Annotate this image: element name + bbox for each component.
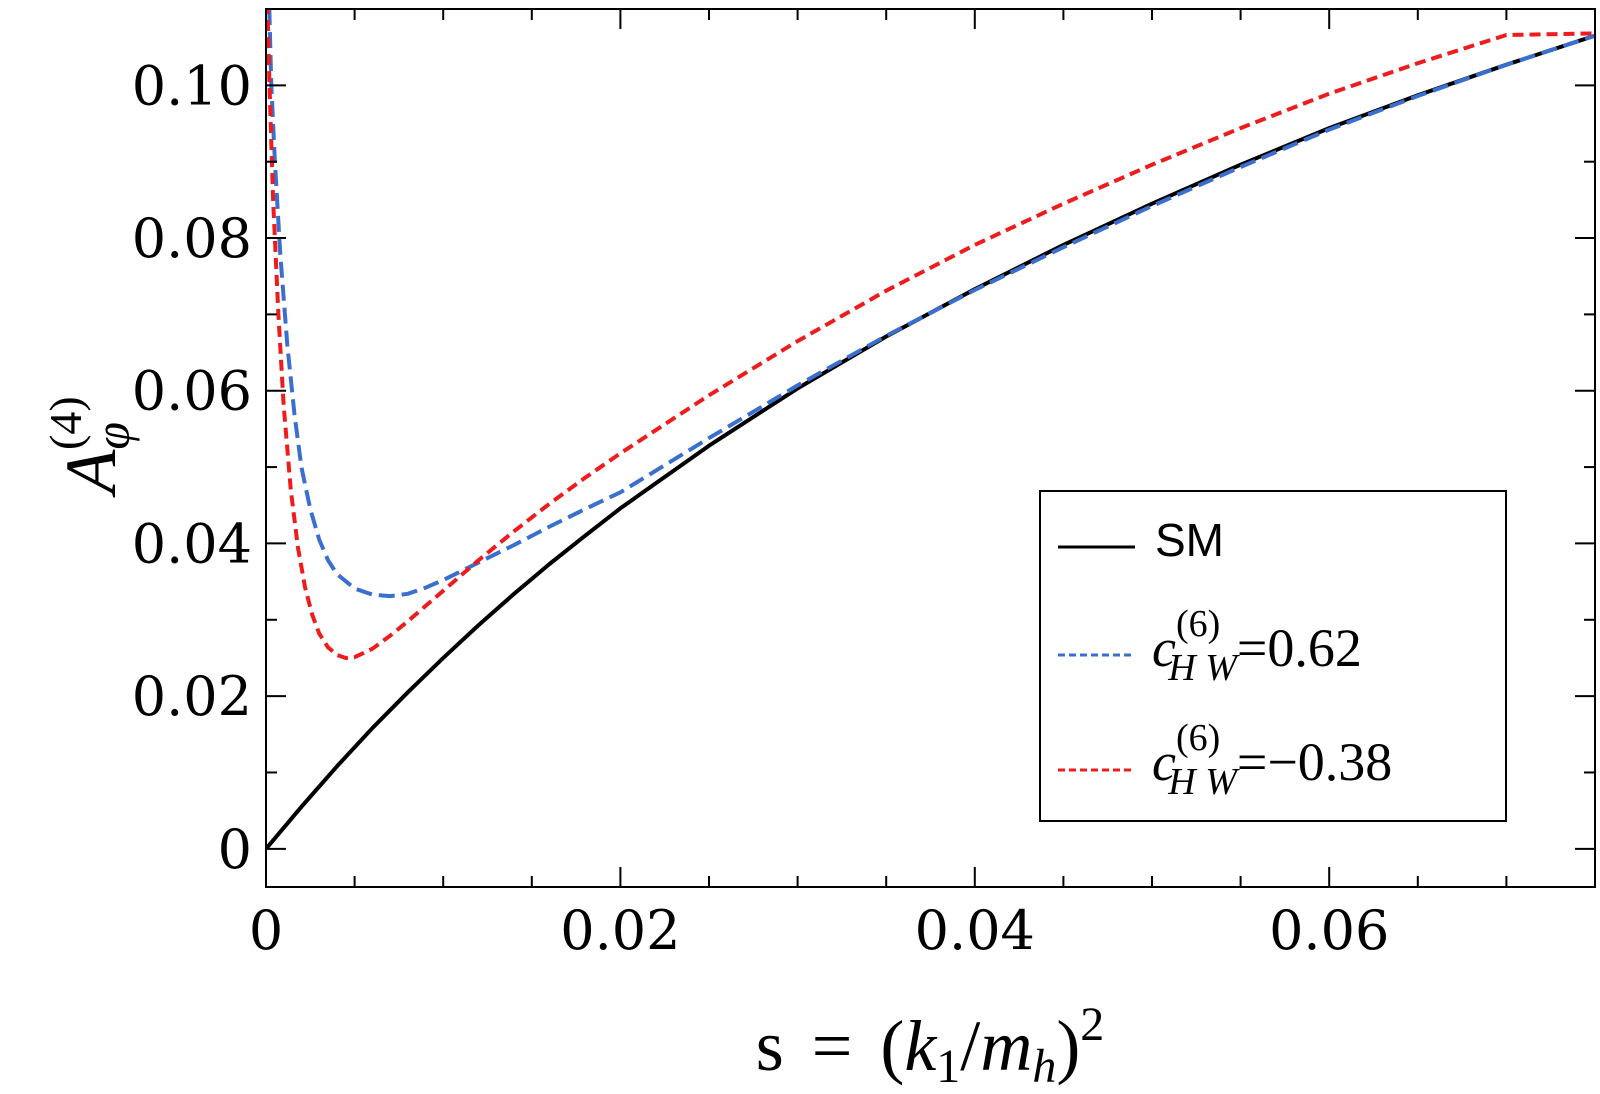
y-tick-label: 0.08 bbox=[132, 207, 252, 270]
x-title-k-sub: 1 bbox=[936, 1040, 960, 1093]
series-line-2 bbox=[266, 9, 1595, 660]
legend-c-positive: c bbox=[1152, 618, 1176, 678]
y-title-sub: φ bbox=[84, 422, 140, 450]
y-tick-label: 0 bbox=[218, 818, 252, 881]
x-tick-label: 0.06 bbox=[1269, 899, 1389, 962]
legend: SM c(6) H W=0.62 c(6) H W=−0.38 bbox=[1039, 490, 1507, 822]
x-tick-label: 0.02 bbox=[560, 899, 680, 962]
legend-value-positive: =0.62 bbox=[1237, 618, 1362, 678]
legend-sub-positive: H W bbox=[1167, 647, 1240, 689]
ticks-layer bbox=[265, 8, 1596, 887]
y-tick-label: 0.02 bbox=[132, 665, 252, 728]
y-tick-label: 0.04 bbox=[132, 512, 252, 575]
series-layer bbox=[266, 9, 1595, 851]
y-tick-label: 0.10 bbox=[132, 54, 252, 117]
x-title-lhs: s bbox=[756, 1006, 784, 1086]
legend-sub-negative: H W bbox=[1167, 761, 1240, 803]
series-line-1 bbox=[267, 9, 1595, 599]
legend-sup-negative: (6) bbox=[1176, 717, 1220, 759]
tick-labels-layer: 0 0.02 0.04 0.06 0 0.02 0.04 0.06 0.08 0.10 bbox=[132, 54, 1390, 962]
x-title-power: 2 bbox=[1080, 998, 1104, 1051]
x-title-open: ( bbox=[880, 1006, 904, 1086]
y-axis-title: Aφ(4) bbox=[40, 396, 140, 497]
legend-label-sm: SM bbox=[1155, 514, 1224, 566]
legend-label-chw-positive: c(6) H W=0.62 bbox=[1152, 603, 1362, 689]
x-tick-label: 0.04 bbox=[915, 899, 1035, 962]
y-title-main: A bbox=[51, 449, 131, 498]
plot-frame bbox=[265, 8, 1596, 888]
x-title-close: ) bbox=[1056, 1006, 1080, 1086]
x-title-slash: / bbox=[960, 1006, 980, 1086]
y-tick-label: 0.06 bbox=[132, 360, 252, 423]
x-title-m-sub: h bbox=[1032, 1040, 1056, 1093]
legend-c-negative: c bbox=[1152, 732, 1176, 792]
legend-value-negative: =−0.38 bbox=[1237, 732, 1392, 792]
y-title-sup: (4) bbox=[40, 396, 91, 450]
x-title-k: k bbox=[904, 1006, 938, 1086]
x-title-eq: = bbox=[812, 1006, 853, 1086]
x-title-m: m bbox=[980, 1006, 1032, 1086]
x-axis-title: s = (k1/mh)2 bbox=[756, 998, 1105, 1093]
legend-sup-positive: (6) bbox=[1176, 603, 1220, 645]
legend-label-chw-negative: c(6) H W=−0.38 bbox=[1152, 717, 1392, 803]
x-tick-label: 0 bbox=[249, 899, 283, 962]
